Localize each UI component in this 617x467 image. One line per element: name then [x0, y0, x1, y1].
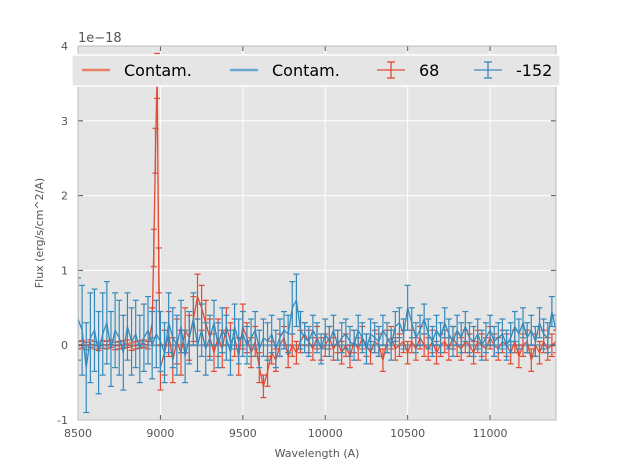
legend-label: Contam.: [124, 61, 192, 80]
legend-label: 68: [419, 61, 439, 80]
legend-item-0: Contam.: [82, 61, 192, 80]
x-tick-label: 10000: [308, 427, 343, 440]
legend: Contam. Contam. 68 -152: [71, 54, 561, 87]
y-tick-label: 1: [61, 264, 68, 277]
y-tick-label: 0: [61, 339, 68, 352]
x-tick-label: 9000: [146, 427, 174, 440]
x-tick-label: 8500: [64, 427, 92, 440]
x-axis-label: Wavelength (A): [275, 447, 360, 460]
legend-item-2: 68: [377, 61, 439, 80]
legend-label: Contam.: [272, 61, 340, 80]
axes: 8500 9000 9500 10000 10500 11000 -1 0 1 2 3 4: [57, 40, 557, 440]
y-tick-label: 4: [61, 40, 68, 53]
y-tick-label: 2: [61, 190, 68, 203]
y-offset-label: 1e−18: [78, 31, 122, 46]
x-tick-label: 9500: [229, 427, 257, 440]
x-tick-label: 10500: [390, 427, 425, 440]
y-tick-label: -1: [57, 414, 68, 427]
y-tick-label: 3: [61, 115, 68, 128]
series-layer: [78, 52, 556, 414]
legend-item-1: Contam.: [230, 61, 340, 80]
legend-item-3: -152: [474, 61, 552, 80]
axes-frame: [77, 45, 557, 421]
series-line: [78, 298, 556, 368]
legend-label: -152: [516, 61, 552, 80]
series-3: [78, 273, 556, 414]
x-tick-label: 11000: [473, 427, 508, 440]
y-axis-label: Flux (erg/s/cm^2/A): [33, 178, 46, 288]
